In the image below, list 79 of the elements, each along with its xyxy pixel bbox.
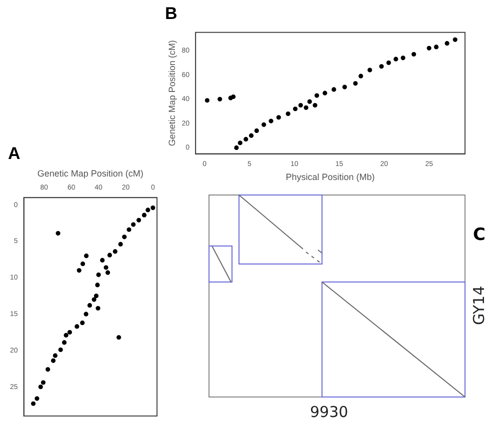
point bbox=[218, 96, 222, 102]
point bbox=[312, 102, 318, 108]
point bbox=[150, 205, 156, 210]
point bbox=[142, 212, 147, 218]
point bbox=[34, 396, 40, 401]
point bbox=[234, 145, 239, 150]
point bbox=[444, 41, 450, 46]
x-axis-title: Genetic Map Position (cM) bbox=[37, 168, 144, 178]
point bbox=[342, 84, 347, 90]
point bbox=[107, 252, 112, 258]
point bbox=[116, 335, 122, 340]
point bbox=[56, 230, 60, 236]
point bbox=[394, 56, 398, 62]
point bbox=[84, 312, 88, 316]
point bbox=[38, 384, 43, 390]
point bbox=[80, 320, 85, 326]
point bbox=[231, 94, 236, 100]
point bbox=[52, 353, 58, 358]
point bbox=[292, 106, 298, 112]
text: C bbox=[473, 225, 486, 245]
point bbox=[112, 249, 118, 254]
point bbox=[426, 46, 432, 50]
point bbox=[286, 111, 290, 116]
point bbox=[298, 102, 303, 108]
point bbox=[452, 37, 458, 42]
point bbox=[248, 133, 254, 138]
point bbox=[332, 87, 336, 92]
point bbox=[146, 208, 150, 212]
point bbox=[434, 44, 439, 50]
point bbox=[76, 268, 82, 273]
point bbox=[400, 56, 406, 60]
point bbox=[62, 340, 67, 345]
point bbox=[304, 105, 308, 110]
x-axis-title: Physical Position (Mb) bbox=[286, 172, 375, 182]
point bbox=[92, 297, 96, 302]
point bbox=[80, 262, 86, 266]
point bbox=[94, 294, 99, 298]
point bbox=[96, 272, 101, 278]
point bbox=[204, 98, 210, 103]
point bbox=[126, 227, 132, 232]
point bbox=[131, 222, 136, 227]
point bbox=[67, 330, 72, 335]
point bbox=[136, 218, 142, 222]
point bbox=[31, 401, 36, 406]
point bbox=[322, 90, 328, 96]
point bbox=[379, 64, 384, 69]
point bbox=[238, 140, 242, 146]
point bbox=[87, 303, 92, 308]
point bbox=[276, 115, 281, 120]
point bbox=[95, 282, 100, 288]
point bbox=[50, 358, 56, 363]
text: GY14 bbox=[470, 286, 488, 325]
point bbox=[104, 265, 108, 270]
point bbox=[244, 136, 248, 142]
point bbox=[100, 258, 105, 263]
point bbox=[262, 122, 266, 127]
point bbox=[353, 81, 358, 86]
point bbox=[84, 254, 89, 258]
point bbox=[122, 234, 127, 240]
chart-title: A bbox=[8, 144, 20, 163]
point bbox=[412, 52, 416, 57]
point bbox=[46, 367, 50, 372]
point bbox=[368, 68, 372, 72]
point bbox=[386, 60, 391, 66]
point bbox=[40, 380, 46, 385]
text: 9930 bbox=[310, 403, 348, 421]
point bbox=[74, 324, 80, 329]
y-axis-title: Genetic Map Position (cM) bbox=[166, 40, 177, 146]
point bbox=[254, 128, 259, 134]
point bbox=[118, 242, 123, 246]
point bbox=[314, 93, 320, 98]
point bbox=[268, 118, 274, 124]
point bbox=[96, 306, 100, 311]
point bbox=[105, 270, 110, 275]
point bbox=[58, 347, 63, 352]
chart-title: B bbox=[165, 4, 178, 23]
point bbox=[307, 99, 312, 104]
point bbox=[358, 74, 364, 78]
point bbox=[64, 332, 68, 338]
